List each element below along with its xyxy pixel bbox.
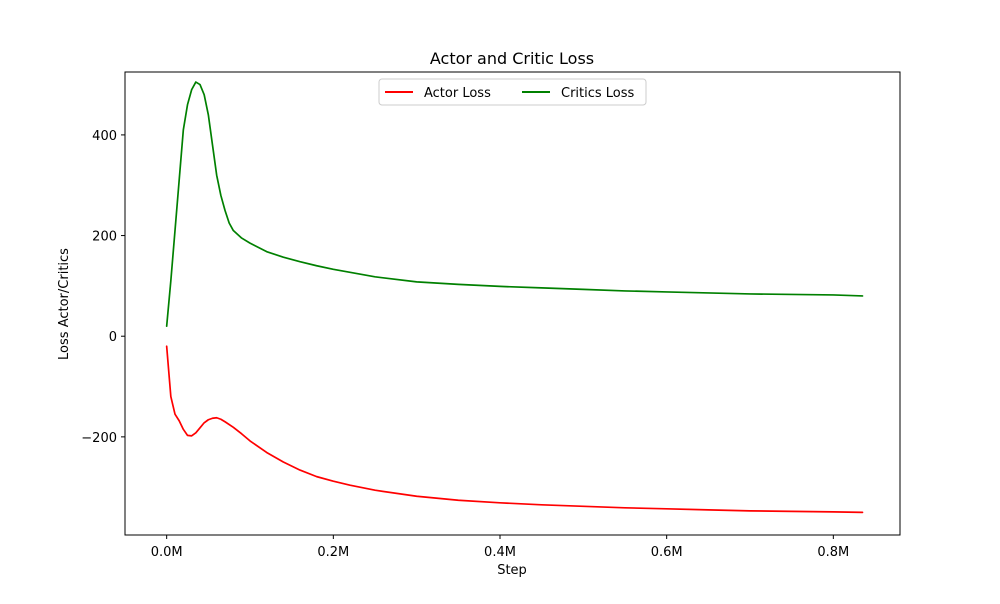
x-tick-label-4: 0.8M	[817, 545, 849, 560]
legend-box	[378, 78, 647, 106]
legend: Actor Loss Critics Loss	[378, 78, 647, 106]
y-axis-label: Loss Actor/Critics	[57, 248, 72, 360]
series-line-2	[165, 81, 864, 327]
x-axis-label: Step	[497, 563, 527, 578]
y-tick-label-3: −200	[81, 431, 117, 446]
plot-area	[165, 81, 864, 514]
axes: 0.0M 0.2M 0.4M 0.6M 0.8M 400 200 0 −200	[81, 71, 901, 560]
x-tick-label-0: 0.0M	[151, 545, 183, 560]
x-tick-label-2: 0.4M	[484, 545, 516, 560]
y-tick-label-2: 0	[109, 330, 117, 345]
x-tick-label-3: 0.6M	[651, 545, 683, 560]
chart-title: Actor and Critic Loss	[430, 49, 594, 68]
y-tick-label-0: 400	[92, 129, 117, 144]
y-tick-label-1: 200	[92, 230, 117, 245]
x-tick-label-1: 0.2M	[317, 545, 349, 560]
plot-frame	[124, 71, 901, 536]
legend-label-1: Actor Loss	[424, 86, 491, 101]
legend-label-2: Critics Loss	[561, 86, 635, 101]
series-line-1	[165, 345, 864, 514]
